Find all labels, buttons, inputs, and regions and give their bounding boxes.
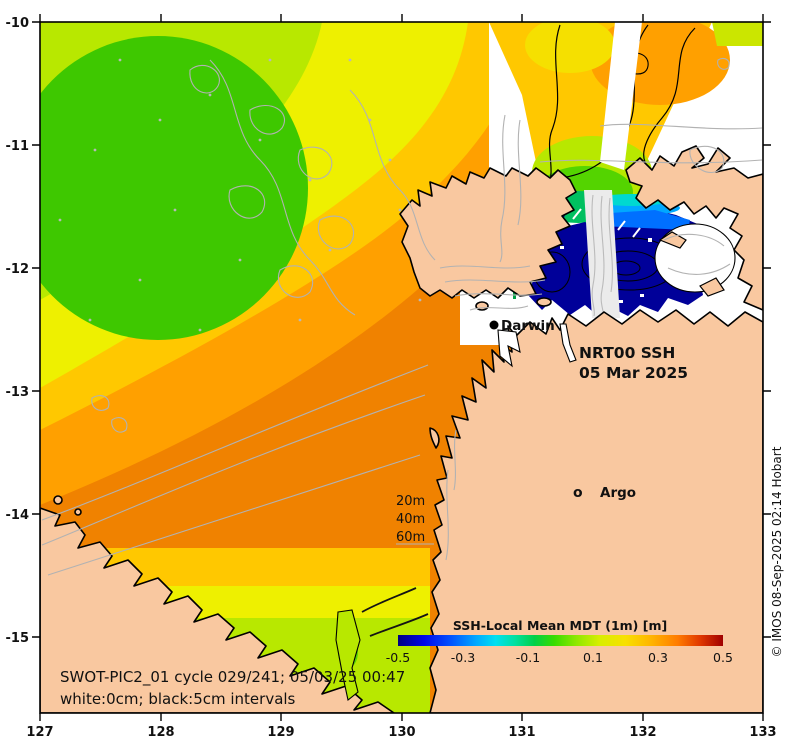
credit-text: © IMOS 08-Sep-2025 02:14 Hobart (770, 446, 784, 657)
bay-peninsulas (658, 231, 725, 297)
svg-text:129: 129 (267, 725, 294, 740)
svg-text:-10: -10 (6, 16, 30, 31)
green-ssh-core (40, 36, 308, 340)
colorbar-title: SSH-Local Mean MDT (1m) [m] (453, 618, 667, 633)
islet (74, 508, 82, 516)
map-date: 05 Mar 2025 (579, 364, 688, 382)
swot-swath (489, 22, 730, 223)
svg-text:-0.3: -0.3 (451, 650, 475, 665)
depth-label-40m: 40m (396, 512, 425, 527)
low-ssh-patch (513, 190, 705, 318)
colorbar: SSH-Local Mean MDT (1m) [m] -0.5 -0.3 -0… (386, 618, 733, 665)
peron-islands (429, 427, 440, 449)
svg-text:128: 128 (147, 725, 174, 740)
colorbar-ticks: -0.5 -0.3 -0.1 0.1 0.3 0.5 (386, 650, 733, 665)
svg-text:0.3: 0.3 (648, 650, 668, 665)
depth-label-60m: 60m (396, 530, 425, 545)
estuary-arm (335, 609, 361, 701)
argo-marker: o (573, 485, 583, 501)
map-plot-area[interactable] (8, 15, 763, 713)
svg-text:-13: -13 (6, 385, 30, 400)
footnote-contours: white:0cm; black:5cm intervals (60, 690, 296, 708)
tiwi-islands (399, 167, 577, 299)
svg-text:130: 130 (388, 725, 415, 740)
svg-text:132: 132 (629, 725, 656, 740)
reef-speckles (58, 58, 422, 332)
x-axis-labels: 127 128 129 130 131 132 133 (26, 725, 776, 740)
svg-text:127: 127 (26, 725, 53, 740)
svg-text:-11: -11 (6, 139, 30, 154)
svg-text:-0.1: -0.1 (516, 650, 540, 665)
top-end-mainland (429, 309, 763, 713)
tidal-creeks (361, 587, 429, 637)
argo-label: Argo (600, 485, 636, 501)
bathymetry-contours (41, 57, 763, 576)
svg-text:0.1: 0.1 (583, 650, 603, 665)
depth-label-20m: 20m (396, 494, 425, 509)
svg-text:-15: -15 (6, 631, 30, 646)
darwin-marker (489, 320, 499, 330)
y-axis-labels: -10 -11 -12 -13 -14 -15 (6, 16, 30, 646)
footnote-cycle: SWOT-PIC2_01 cycle 029/241; 05/03/25 00:… (60, 668, 405, 687)
svg-text:0.5: 0.5 (713, 650, 733, 665)
axis-ticks (32, 14, 771, 721)
svg-text:-12: -12 (6, 262, 30, 277)
svg-text:-0.5: -0.5 (386, 650, 410, 665)
land (40, 145, 763, 713)
svg-text:-14: -14 (6, 508, 30, 523)
depth-labels: 20m 40m 60m (396, 494, 425, 545)
swath-nadir-gap (600, 22, 642, 170)
islet (536, 297, 552, 307)
swath-corner-band (712, 22, 763, 46)
darwin-label: Darwin (501, 318, 555, 334)
colorbar-gradient (398, 635, 723, 646)
cobourg-peninsula (625, 145, 763, 311)
svg-text:133: 133 (749, 725, 776, 740)
islet (53, 495, 63, 505)
map-title: NRT00 SSH (579, 344, 675, 362)
svg-text:131: 131 (508, 725, 535, 740)
